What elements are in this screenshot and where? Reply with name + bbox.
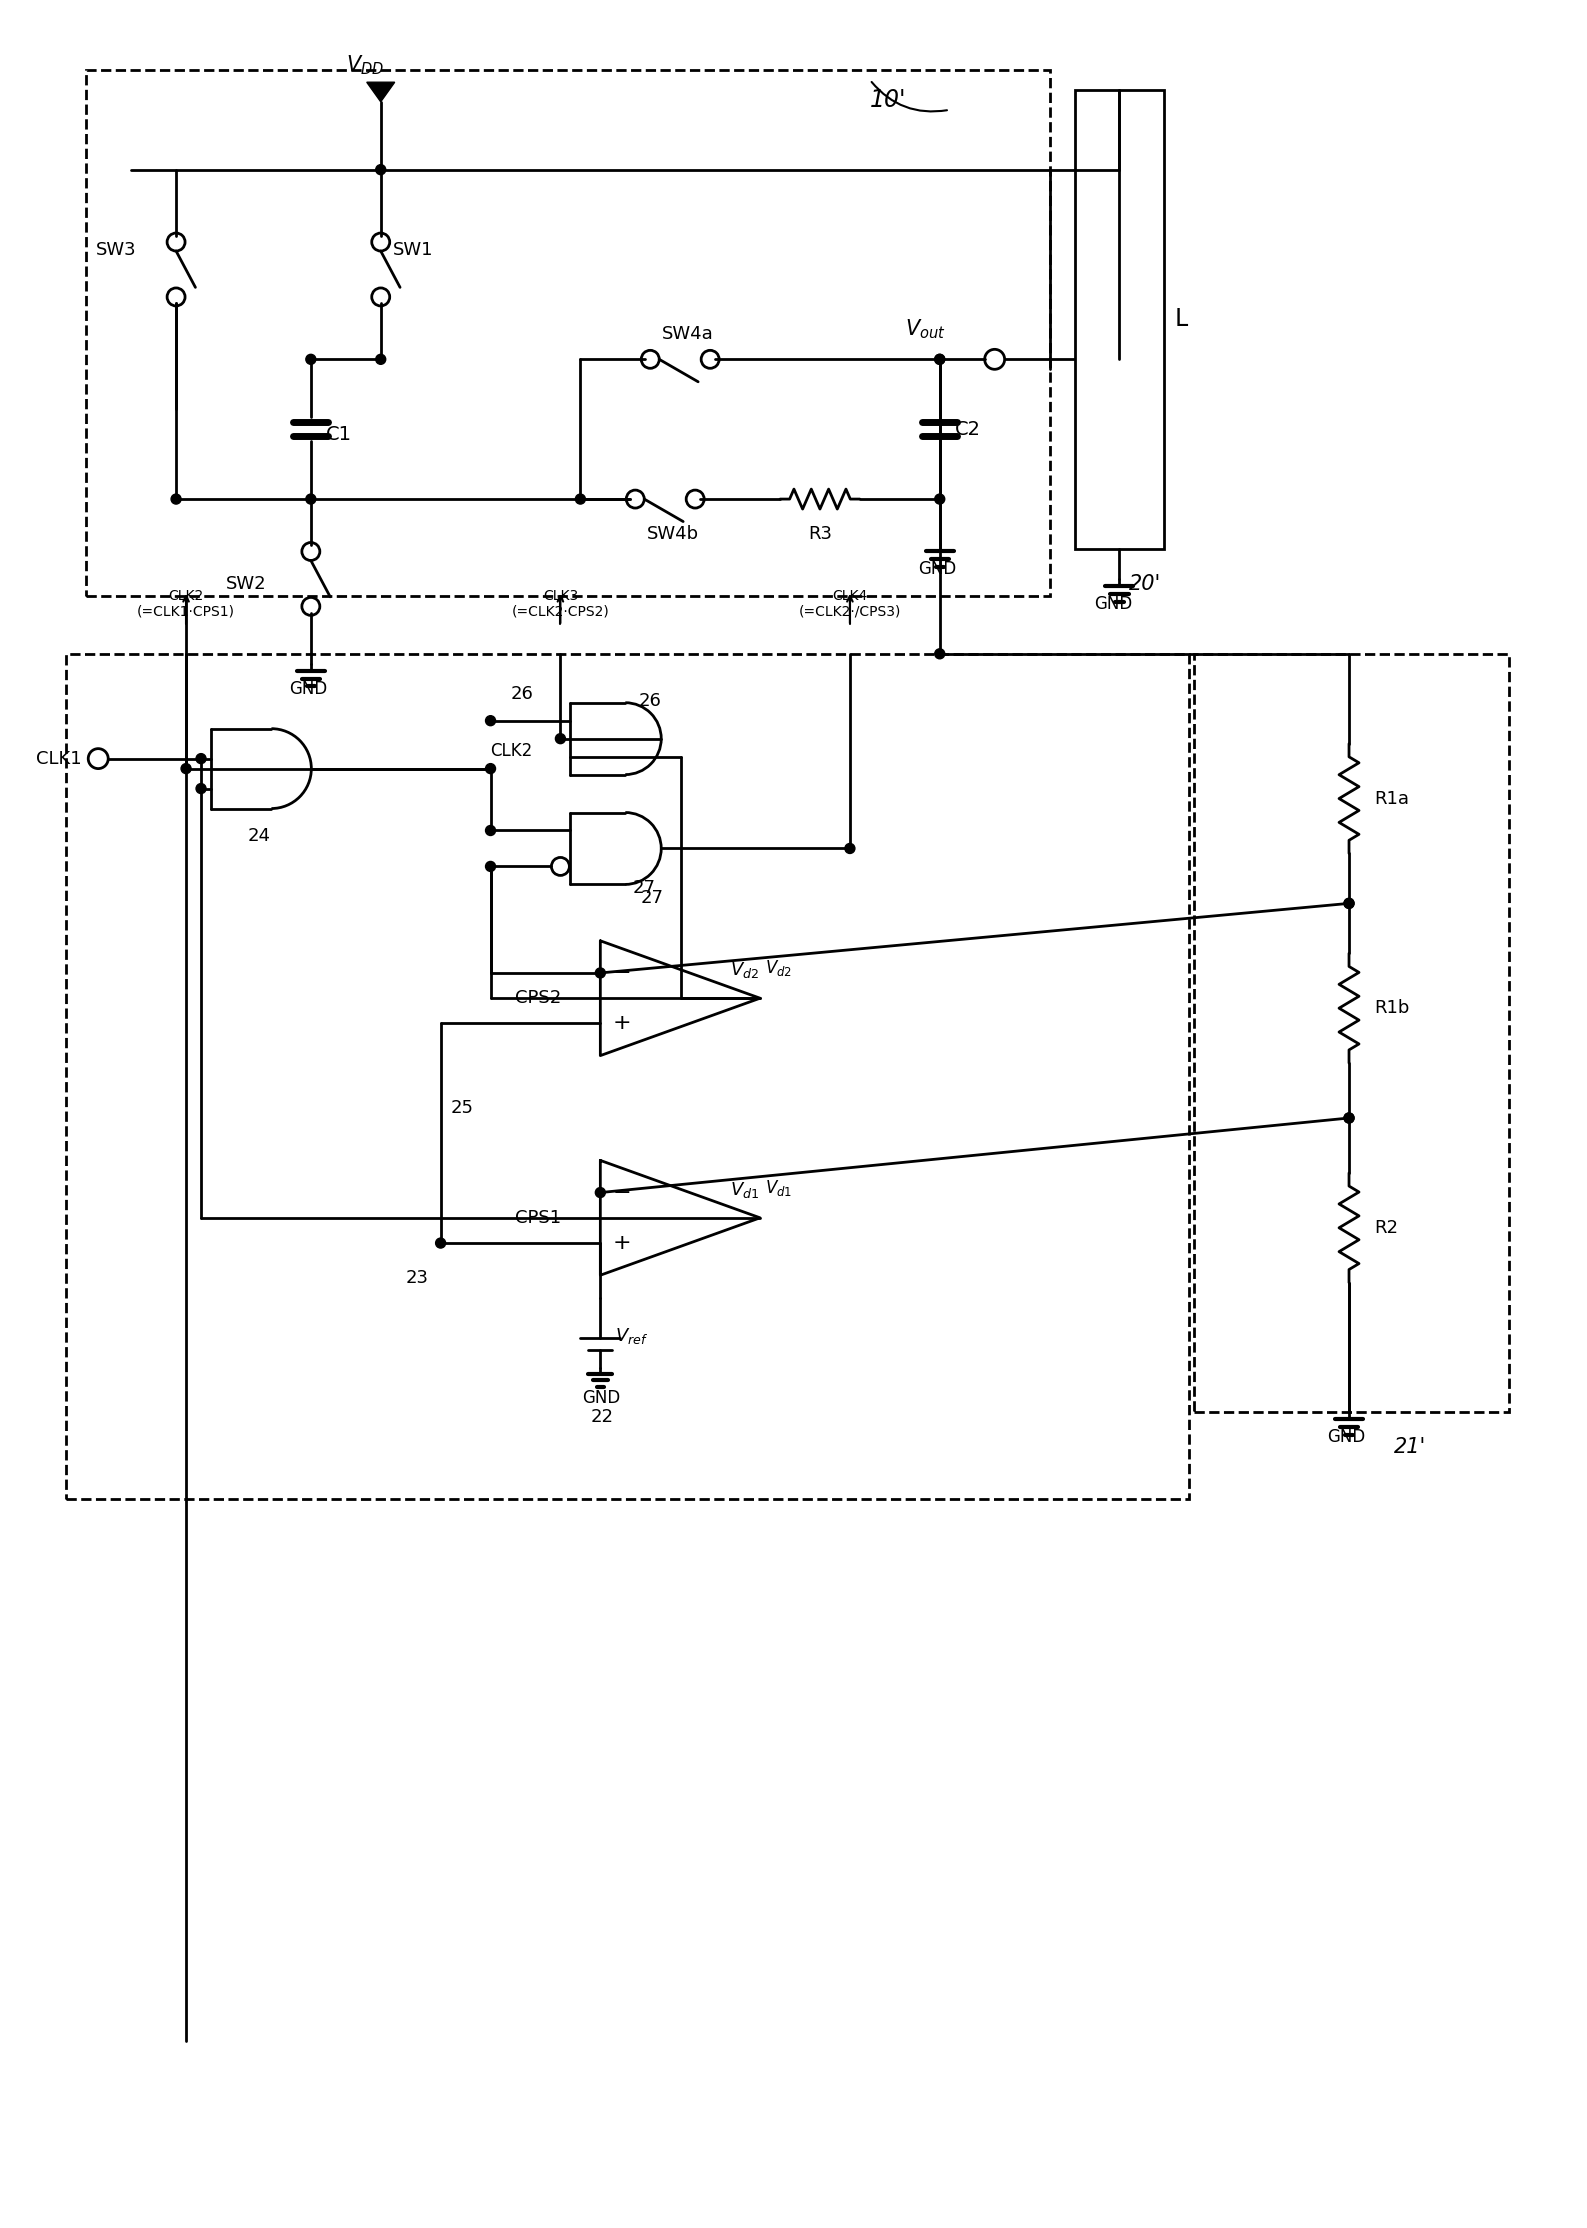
Circle shape bbox=[935, 648, 944, 659]
Circle shape bbox=[181, 764, 190, 773]
Circle shape bbox=[306, 495, 316, 504]
Circle shape bbox=[1344, 898, 1354, 909]
Text: SW2: SW2 bbox=[225, 575, 267, 593]
Text: GND: GND bbox=[289, 680, 327, 697]
Text: SW4b: SW4b bbox=[647, 526, 700, 544]
Text: $V_{d1}$: $V_{d1}$ bbox=[730, 1181, 759, 1201]
Text: +: + bbox=[613, 1014, 632, 1034]
Text: $V_{out}$: $V_{out}$ bbox=[905, 319, 946, 341]
Text: 24: 24 bbox=[248, 827, 271, 844]
Text: CLK1: CLK1 bbox=[35, 749, 81, 769]
Bar bbox=[1074, 89, 1165, 548]
Text: $V_{d2}$: $V_{d2}$ bbox=[765, 958, 792, 978]
Text: 21': 21' bbox=[1393, 1437, 1427, 1457]
Text: $V_{d1}$: $V_{d1}$ bbox=[765, 1179, 792, 1199]
Text: 25: 25 bbox=[451, 1098, 473, 1116]
Circle shape bbox=[486, 827, 495, 836]
Text: 27: 27 bbox=[632, 880, 655, 898]
Text: GND: GND bbox=[917, 559, 955, 577]
Circle shape bbox=[1344, 898, 1354, 909]
Text: R2: R2 bbox=[1374, 1219, 1398, 1237]
Text: R1b: R1b bbox=[1374, 998, 1409, 1018]
Circle shape bbox=[486, 715, 495, 726]
Text: R1a: R1a bbox=[1374, 789, 1409, 807]
Text: 20': 20' bbox=[1130, 575, 1162, 595]
Text: CLK3
(=CLK2·CPS2): CLK3 (=CLK2·CPS2) bbox=[511, 588, 609, 619]
Circle shape bbox=[197, 784, 206, 793]
Text: SW1: SW1 bbox=[392, 241, 433, 258]
Text: −: − bbox=[613, 962, 632, 983]
Text: 23: 23 bbox=[406, 1270, 428, 1288]
Text: R3: R3 bbox=[808, 526, 832, 544]
Circle shape bbox=[576, 495, 586, 504]
Text: 22: 22 bbox=[590, 1408, 613, 1426]
Text: CLK4
(=CLK2·/CPS3): CLK4 (=CLK2·/CPS3) bbox=[798, 588, 901, 619]
Circle shape bbox=[935, 354, 944, 365]
Circle shape bbox=[1344, 1114, 1354, 1123]
Text: SW4a: SW4a bbox=[662, 325, 714, 343]
Text: +: + bbox=[613, 1232, 632, 1252]
Text: L: L bbox=[1174, 307, 1187, 332]
Text: GND: GND bbox=[1327, 1428, 1365, 1446]
Text: CLK2
(=CLK1·CPS1): CLK2 (=CLK1·CPS1) bbox=[136, 588, 235, 619]
Circle shape bbox=[435, 1239, 446, 1248]
Text: GND: GND bbox=[1095, 595, 1133, 613]
Bar bbox=[86, 69, 1049, 595]
Text: $V_{ref}$: $V_{ref}$ bbox=[616, 1326, 649, 1346]
Text: CPS1: CPS1 bbox=[516, 1210, 562, 1228]
Circle shape bbox=[376, 354, 386, 365]
Text: GND: GND bbox=[582, 1388, 621, 1406]
Text: 27: 27 bbox=[640, 889, 663, 907]
Text: 26: 26 bbox=[638, 691, 662, 711]
Circle shape bbox=[306, 354, 316, 365]
Bar bbox=[1195, 653, 1509, 1413]
Text: C1: C1 bbox=[325, 426, 352, 443]
Circle shape bbox=[935, 495, 944, 504]
Circle shape bbox=[376, 165, 386, 174]
Text: $V_{d2}$: $V_{d2}$ bbox=[730, 960, 759, 980]
Circle shape bbox=[486, 764, 495, 773]
Text: 10': 10' bbox=[870, 87, 906, 111]
Circle shape bbox=[1344, 1114, 1354, 1123]
Text: C2: C2 bbox=[955, 419, 981, 439]
Circle shape bbox=[197, 753, 206, 764]
Circle shape bbox=[486, 862, 495, 871]
Text: CLK2: CLK2 bbox=[490, 742, 533, 760]
Circle shape bbox=[171, 495, 181, 504]
Text: −: − bbox=[613, 1183, 632, 1203]
Circle shape bbox=[595, 1188, 605, 1199]
Circle shape bbox=[844, 844, 855, 853]
Text: CPS2: CPS2 bbox=[516, 989, 562, 1007]
Circle shape bbox=[935, 354, 944, 365]
Text: SW3: SW3 bbox=[97, 241, 136, 258]
Polygon shape bbox=[367, 82, 395, 102]
Circle shape bbox=[595, 967, 605, 978]
Bar bbox=[67, 653, 1189, 1499]
Text: 26: 26 bbox=[511, 684, 533, 702]
Circle shape bbox=[555, 733, 565, 744]
Text: $V_{DD}$: $V_{DD}$ bbox=[346, 53, 384, 76]
